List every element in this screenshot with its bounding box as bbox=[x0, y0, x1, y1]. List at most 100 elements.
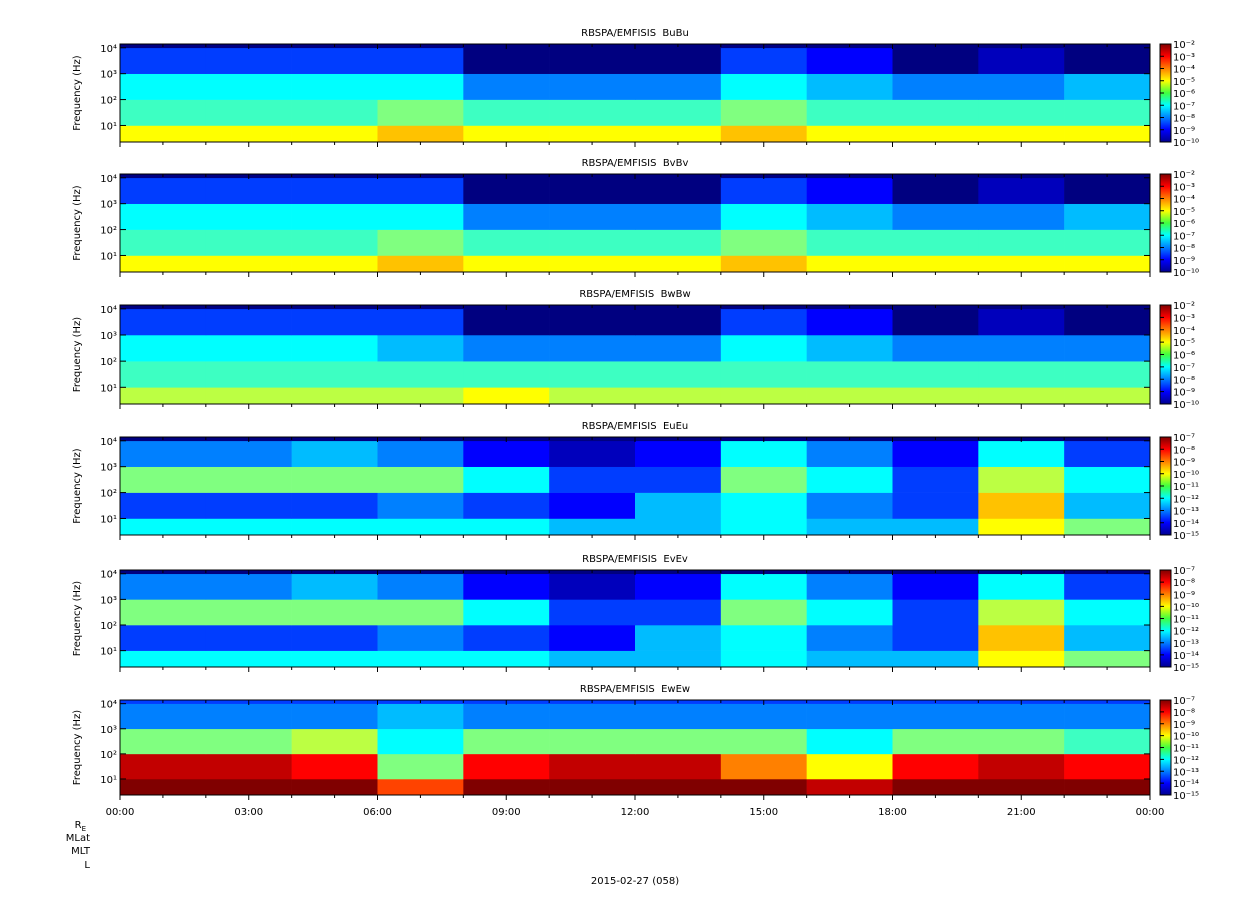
spectrogram-cell bbox=[635, 753, 722, 780]
spectrogram-cell bbox=[806, 334, 893, 362]
colorbar-tick-label: 10⁻¹⁴ bbox=[1173, 519, 1199, 530]
colorbar-tick-label: 10⁻⁸ bbox=[1173, 708, 1195, 719]
colorbar-tick-label: 10⁻¹¹ bbox=[1173, 482, 1199, 493]
spectrogram-cell bbox=[806, 778, 893, 796]
spectrogram-cell bbox=[120, 492, 207, 519]
spectrogram-cell bbox=[806, 573, 893, 600]
spectrogram-cell bbox=[205, 203, 292, 230]
spectrogram-cell bbox=[1064, 599, 1151, 626]
spectrogram-cell bbox=[635, 599, 722, 626]
y-axis-label: Frequency (Hz) bbox=[72, 581, 83, 657]
spectrogram-cell bbox=[463, 99, 550, 126]
colorbar-tick-label: 10⁻³ bbox=[1173, 52, 1195, 63]
spectrogram-cell bbox=[635, 255, 722, 273]
spectrogram-cell bbox=[892, 625, 979, 651]
spectrogram-cell bbox=[806, 387, 893, 405]
spectrogram-cell bbox=[635, 518, 722, 536]
spectrogram-cell bbox=[205, 778, 292, 796]
spectrogram-cell bbox=[291, 753, 378, 780]
spectrogram-cell bbox=[291, 125, 378, 143]
spectrogram-cell bbox=[549, 492, 636, 519]
colorbar-tick-label: 10⁻⁹ bbox=[1173, 720, 1195, 731]
spectrogram-cell bbox=[205, 573, 292, 600]
spectrogram-cell bbox=[377, 492, 464, 519]
colorbar-tick-label: 10⁻⁷ bbox=[1173, 696, 1195, 707]
spectrogram-cell bbox=[120, 440, 207, 467]
spectrogram-cell bbox=[978, 492, 1065, 519]
colorbar-tick-label: 10⁻² bbox=[1173, 301, 1195, 312]
colorbar-tick-label: 10⁻³ bbox=[1173, 313, 1195, 324]
spectrogram-cell bbox=[291, 650, 378, 668]
spectrogram-cell bbox=[120, 73, 207, 100]
spectrogram-cell bbox=[205, 334, 292, 362]
colorbar-label: amplitude (nT^2/Hz) bbox=[1229, 302, 1240, 407]
spectrogram-cell bbox=[463, 334, 550, 362]
x-tick-label: 15:00 bbox=[749, 807, 778, 818]
spectrogram-cell bbox=[120, 125, 207, 143]
colorbar-tick-label: 10⁻¹⁰ bbox=[1173, 268, 1199, 279]
spectrogram-cell bbox=[463, 440, 550, 467]
spectrogram-cell bbox=[720, 440, 807, 467]
colorbar-label: amplitude (V^2/m^2/Hz) bbox=[1229, 684, 1240, 811]
ephemeris-label: MLat bbox=[66, 833, 90, 844]
spectrogram-cell bbox=[549, 308, 636, 336]
spectrogram-cell bbox=[120, 573, 207, 600]
colorbar-tick-label: 10⁻⁶ bbox=[1173, 351, 1195, 362]
spectrogram-cell bbox=[377, 47, 464, 74]
spectrogram-cell bbox=[978, 778, 1065, 796]
spectrogram-cell bbox=[720, 778, 807, 796]
spectrogram-cell bbox=[1064, 650, 1151, 668]
spectrogram-cell bbox=[892, 650, 979, 668]
spectrogram-cell bbox=[1064, 361, 1151, 388]
spectrogram-cell bbox=[1064, 778, 1151, 796]
y-axis-label: Frequency (Hz) bbox=[72, 55, 83, 131]
x-tick-label: 18:00 bbox=[878, 807, 907, 818]
spectrogram-cell bbox=[549, 728, 636, 755]
spectrogram-cell bbox=[549, 361, 636, 388]
spectrogram-cell bbox=[377, 361, 464, 388]
spectrogram-cell bbox=[205, 625, 292, 651]
spectrogram-cell bbox=[120, 650, 207, 668]
y-tick-label: 10⁴ bbox=[100, 437, 117, 448]
spectrogram-cell bbox=[892, 73, 979, 100]
spectrogram-cell bbox=[1064, 573, 1151, 600]
colorbar-tick-label: 10⁻⁶ bbox=[1173, 219, 1195, 230]
colorbar-tick-label: 10⁻² bbox=[1173, 170, 1195, 181]
colorbar-tick-label: 10⁻¹¹ bbox=[1173, 744, 1199, 755]
spectrogram-cell bbox=[549, 703, 636, 730]
spectrogram-cell bbox=[635, 125, 722, 143]
y-tick-label: 10² bbox=[100, 621, 117, 632]
spectrogram-cell bbox=[1064, 703, 1151, 730]
x-tick-label: 09:00 bbox=[492, 807, 521, 818]
panel: RBSPA/EMFISIS BwBw 10¹ 10² 10³ 10⁴ Frequency … bbox=[72, 289, 1240, 411]
spectrogram-cell bbox=[291, 177, 378, 204]
spectrogram-cell bbox=[635, 387, 722, 405]
colorbar-tick-label: 10⁻¹⁵ bbox=[1173, 663, 1199, 674]
spectrogram-cell bbox=[377, 466, 464, 493]
spectrogram-cell bbox=[377, 73, 464, 100]
x-tick-label: 03:00 bbox=[234, 807, 263, 818]
spectrogram-cell bbox=[291, 778, 378, 796]
spectrogram-cell bbox=[377, 229, 464, 256]
spectrogram-cell bbox=[549, 229, 636, 256]
colorbar-tick-label: 10⁻⁴ bbox=[1173, 195, 1195, 206]
y-tick-label: 10¹ bbox=[100, 121, 117, 132]
spectrogram-cell bbox=[205, 387, 292, 405]
spectrogram-cell bbox=[377, 573, 464, 600]
spectrogram-cell bbox=[291, 599, 378, 626]
spectrogram-cell bbox=[463, 599, 550, 626]
colorbar-tick-label: 10⁻⁸ bbox=[1173, 578, 1195, 589]
spectrogram-cell bbox=[1064, 99, 1151, 126]
spectrogram-cell bbox=[120, 753, 207, 780]
colorbar-tick-label: 10⁻⁵ bbox=[1173, 77, 1195, 88]
spectrogram-cell bbox=[892, 778, 979, 796]
spectrogram-cell bbox=[1064, 753, 1151, 780]
spectrogram-cell bbox=[1064, 47, 1151, 74]
spectrogram-cell bbox=[720, 703, 807, 730]
spectrogram-cell bbox=[978, 177, 1065, 204]
spectrogram-cell bbox=[1064, 308, 1151, 336]
y-axis-label: Frequency (Hz) bbox=[72, 317, 83, 393]
spectrogram-cell bbox=[892, 466, 979, 493]
spectrogram-cell bbox=[205, 753, 292, 780]
spectrogram-cell bbox=[291, 334, 378, 362]
